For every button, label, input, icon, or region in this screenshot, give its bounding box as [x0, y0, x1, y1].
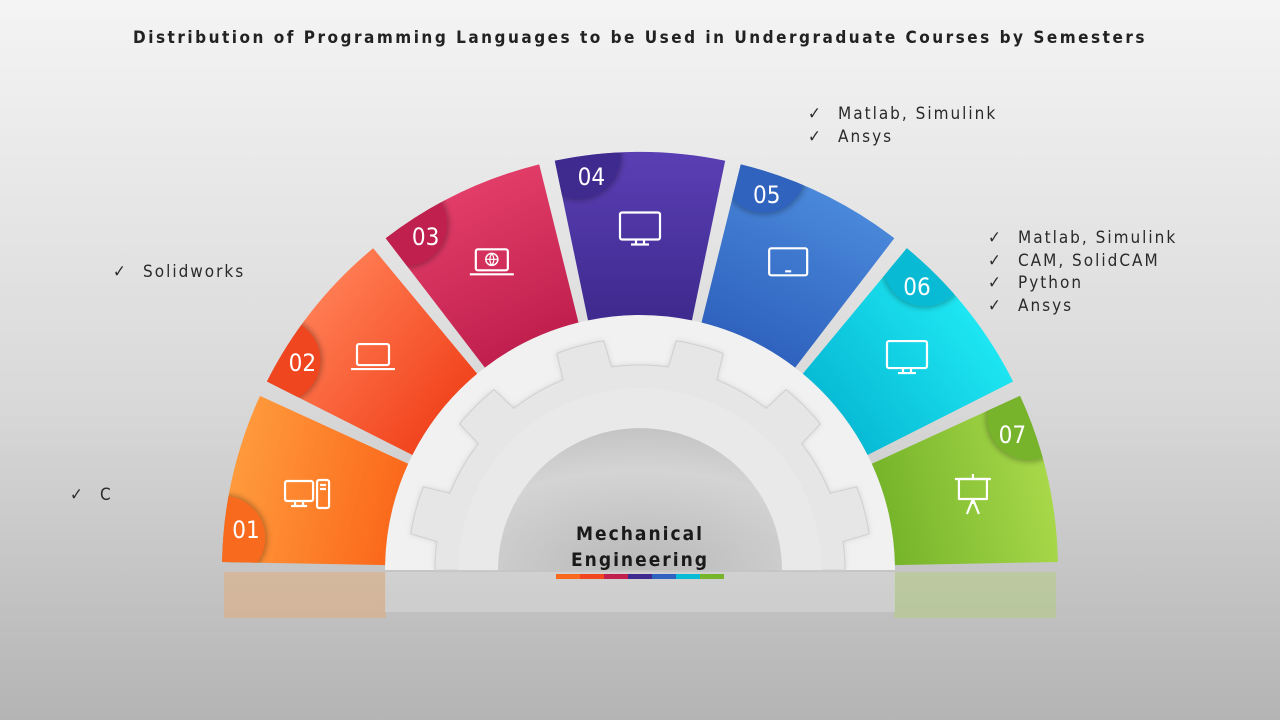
badge-number-06: 06 [903, 273, 930, 301]
list-item: ✓ Matlab, Simulink [808, 104, 998, 124]
list-item: ✓ C [70, 485, 113, 505]
center-label-line1: Mechanical [576, 523, 704, 545]
color-bar-part [556, 574, 580, 579]
check-icon: ✓ [113, 262, 128, 282]
color-bar-part [700, 574, 724, 579]
segment-02 [266, 248, 478, 455]
list-semester1: ✓ C [70, 484, 113, 507]
monitor-icon [885, 339, 929, 375]
list-item: ✓ Python [988, 273, 1084, 293]
badge-01 [222, 493, 268, 566]
badge-05 [719, 164, 808, 215]
segment-icons [283, 211, 991, 515]
check-icon: ✓ [808, 104, 823, 124]
check-icon: ✓ [988, 228, 1003, 248]
list-semester6: ✓ Matlab, Simulink ✓ CAM, SolidCAM ✓ Python… [988, 227, 1177, 317]
desktop-computer-icon [283, 478, 331, 510]
list-semester2: ✓ Solidworks [113, 261, 245, 284]
badge-number-04: 04 [578, 163, 605, 191]
check-icon: ✓ [988, 295, 1003, 316]
color-bar-part [628, 574, 652, 579]
segment-06 [802, 248, 1014, 455]
badge-number-05: 05 [753, 181, 780, 209]
gear-hub [498, 428, 782, 570]
gear-ring [385, 315, 895, 571]
badge-02 [266, 316, 323, 405]
page-title: Distribution of Programming Languages to… [133, 28, 1147, 48]
color-bar-part [580, 574, 604, 579]
tablet-icon [768, 247, 809, 277]
list-item: ✓ Solidworks [113, 262, 246, 282]
center-label: Mechanical Engineering [540, 521, 740, 573]
laptop-icon [351, 342, 396, 371]
gear-inner-ring [458, 388, 822, 570]
list-item: ✓ Ansys [808, 126, 894, 147]
badge-number-02: 02 [289, 349, 316, 377]
list-item: ✓ Ansys [988, 295, 1074, 316]
badge-number-01: 01 [232, 516, 259, 544]
check-icon: ✓ [988, 250, 1003, 271]
check-icon: ✓ [70, 485, 85, 505]
badge-number-07: 07 [999, 421, 1026, 449]
color-bar [556, 574, 724, 579]
check-icon: ✓ [808, 126, 823, 147]
color-bar-part [676, 574, 700, 579]
laptop-globe-icon [469, 248, 514, 276]
list-semester4: ✓ Matlab, Simulink ✓ Ansys [808, 103, 997, 148]
color-bar-part [604, 574, 628, 579]
presentation-board-icon [954, 474, 991, 515]
check-icon: ✓ [988, 273, 1003, 293]
center-label-line2: Engineering [570, 549, 709, 571]
segment-05 [701, 164, 895, 368]
list-item: ✓ CAM, SolidCAM [988, 250, 1160, 271]
segment-01 [222, 395, 409, 566]
badge-number-03: 03 [412, 223, 439, 251]
monitor-icon [618, 211, 662, 246]
list-item: ✓ Matlab, Simulink [988, 228, 1178, 248]
color-bar-part [652, 574, 676, 579]
